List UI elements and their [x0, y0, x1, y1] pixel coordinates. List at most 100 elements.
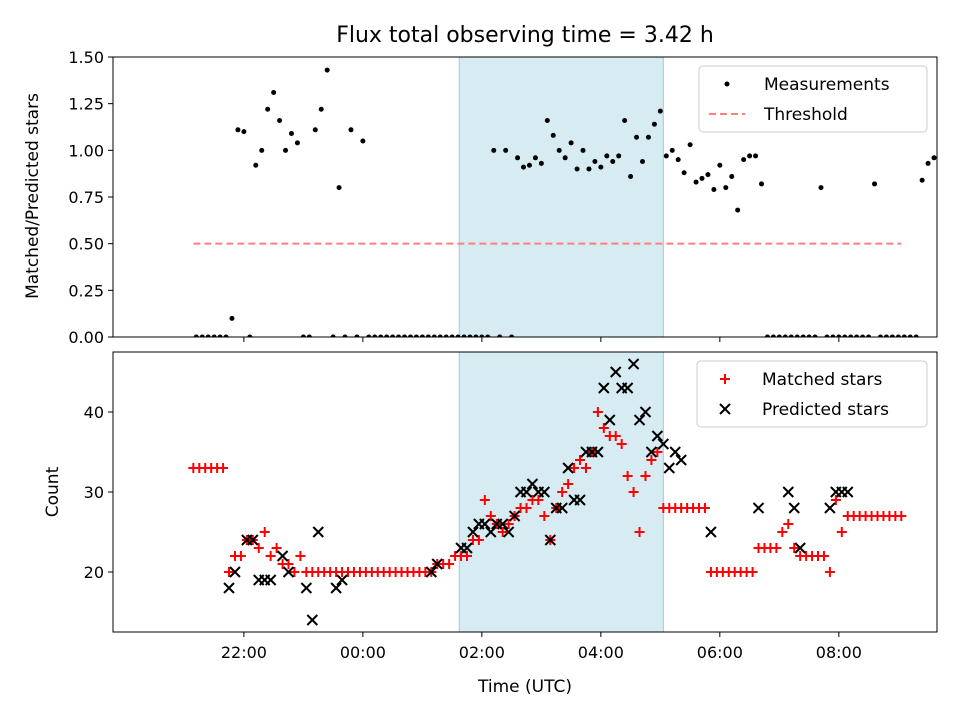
- matched-star-point: [699, 503, 710, 513]
- x-b: [574, 494, 586, 506]
- measurement-point: [485, 334, 491, 337]
- x-b: [508, 510, 521, 522]
- measurement-point: [497, 334, 503, 337]
- measurement-point: [467, 334, 473, 337]
- x-b: [669, 446, 681, 458]
- matched-star-point: [497, 527, 508, 537]
- measurement-point: [253, 162, 259, 168]
- measurement-point: [354, 334, 360, 337]
- measurement-point: [776, 334, 782, 337]
- measurement-point: [794, 334, 800, 337]
- x-b: [300, 582, 313, 594]
- measurement-point: [407, 334, 413, 337]
- x-b: [526, 478, 539, 490]
- matched-star-point: [616, 439, 627, 449]
- x-b: [520, 486, 533, 498]
- x-b: [336, 574, 348, 586]
- x-tick-label: 06:00: [697, 643, 743, 662]
- matched-star-point: [771, 543, 782, 553]
- y-tick-label: 0.00: [68, 328, 104, 347]
- measurement-point: [509, 334, 515, 337]
- y-tick-label: 20: [84, 563, 104, 582]
- measurement-point: [717, 162, 723, 168]
- matched-star-point: [444, 559, 455, 569]
- measurement-point: [877, 334, 883, 337]
- measurement-point: [366, 334, 372, 337]
- predicted-star-point: [247, 534, 259, 546]
- predicted-star-point: [794, 542, 806, 554]
- x-b: [479, 518, 491, 530]
- measurement-point: [681, 170, 687, 176]
- x-tick-label: 04:00: [578, 643, 624, 662]
- measurement-point: [360, 138, 366, 144]
- predicted-star-point: [544, 534, 556, 546]
- x-b: [645, 446, 658, 458]
- matched-star-point: [503, 519, 514, 529]
- measurement-point: [616, 153, 622, 159]
- x-b: [633, 414, 646, 426]
- predicted-star-point: [496, 518, 509, 530]
- matched-star-point: [473, 535, 484, 545]
- bottom-y-axis-label: Count: [43, 466, 63, 517]
- x-b: [651, 430, 664, 442]
- measurement-point: [538, 160, 544, 166]
- measurement-point: [866, 334, 872, 337]
- measurement-point: [628, 173, 634, 179]
- measurement-point: [384, 334, 390, 337]
- matched-star-point: [485, 511, 496, 521]
- matched-star-point: [521, 503, 532, 513]
- matched-star-point: [461, 551, 472, 561]
- matched-star-point: [575, 455, 586, 465]
- measurement-point: [913, 334, 919, 337]
- predicted-star-point: [502, 526, 515, 538]
- measurement-point: [342, 334, 348, 337]
- measurement-point: [378, 334, 384, 337]
- matched-star-point: [533, 495, 544, 505]
- x-b: [461, 542, 473, 554]
- measurement-point: [402, 334, 408, 337]
- x-b: [306, 614, 319, 626]
- predicted-star-point: [556, 502, 568, 514]
- measurement-point: [330, 334, 336, 337]
- x-b: [502, 526, 515, 538]
- measurement-point: [348, 127, 354, 133]
- measurement-point: [818, 185, 824, 191]
- legend: Matched stars Predicted stars: [696, 360, 928, 428]
- matched-star-point: [818, 551, 829, 561]
- matched-star-point: [289, 567, 300, 577]
- measurement-point: [848, 334, 854, 337]
- measurement-point: [449, 334, 455, 337]
- legend-label: Threshold: [763, 105, 848, 125]
- measurement-point: [675, 157, 681, 163]
- measurement-point: [895, 334, 901, 337]
- predicted-star-point: [485, 526, 497, 538]
- x-b: [794, 542, 806, 554]
- measurement-point: [312, 127, 318, 133]
- legend-label: Measurements: [764, 75, 890, 95]
- measurement-point: [318, 106, 324, 112]
- x-b: [675, 454, 687, 466]
- measurement-point: [336, 185, 342, 191]
- x-b: [627, 358, 640, 370]
- measurement-point: [521, 164, 527, 170]
- x-tick-label: 00:00: [340, 643, 386, 662]
- measurement-point: [574, 166, 580, 172]
- measurement-point: [526, 162, 532, 168]
- y-tick-label: 0.50: [68, 235, 104, 254]
- x-b: [604, 414, 616, 426]
- measurement-point: [622, 117, 628, 123]
- matched-star-point: [896, 511, 907, 521]
- matched-star-point: [253, 543, 264, 553]
- measurement-point: [271, 89, 277, 95]
- measurement-point: [425, 334, 431, 337]
- predicted-star-point: [639, 406, 652, 418]
- predicted-star-point: [467, 526, 479, 538]
- measurement-point: [925, 160, 931, 166]
- predicted-star-point: [788, 502, 800, 514]
- measurement-point: [586, 166, 592, 172]
- matched-star-point: [830, 495, 841, 505]
- measurement-point: [735, 207, 741, 213]
- measurement-point: [413, 334, 419, 337]
- measurement-point: [241, 129, 247, 135]
- x-b: [276, 550, 289, 562]
